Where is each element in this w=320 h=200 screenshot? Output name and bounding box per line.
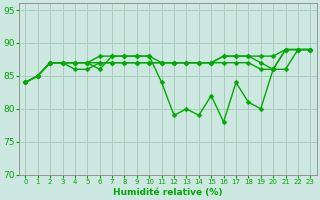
X-axis label: Humidité relative (%): Humidité relative (%) — [113, 188, 223, 197]
